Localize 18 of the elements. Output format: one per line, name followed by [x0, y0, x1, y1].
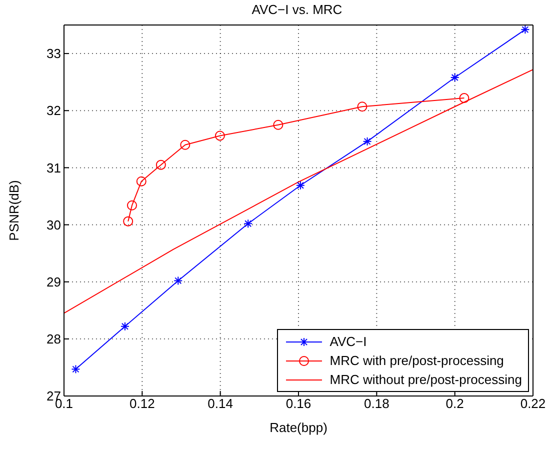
x-tick-label: 0.22	[520, 396, 546, 412]
y-tick-label: 33	[46, 46, 61, 62]
y-tick-label: 30	[46, 217, 61, 232]
y-axis-title: PSNR(dB)	[6, 180, 22, 241]
legend-label: AVC−I	[330, 334, 367, 349]
y-tick-label: 31	[46, 160, 61, 176]
x-axis-title: Rate(bpp)	[270, 420, 328, 435]
legend-label: MRC without pre/post-processing	[330, 372, 522, 387]
x-tick-label: 0.12	[130, 396, 155, 412]
x-tick-label: 0.16	[286, 396, 312, 412]
legend-label: MRC with pre/post-processing	[330, 353, 504, 368]
x-tick-label: 0.18	[364, 396, 390, 412]
x-tick-label: 0.14	[208, 396, 233, 412]
y-tick-label: 32	[46, 103, 61, 118]
y-tick-label: 28	[46, 332, 61, 347]
chart-title: AVC−I vs. MRC	[252, 2, 342, 17]
y-tick-label: 29	[46, 274, 61, 290]
x-tick-label: 0.2	[446, 396, 464, 412]
